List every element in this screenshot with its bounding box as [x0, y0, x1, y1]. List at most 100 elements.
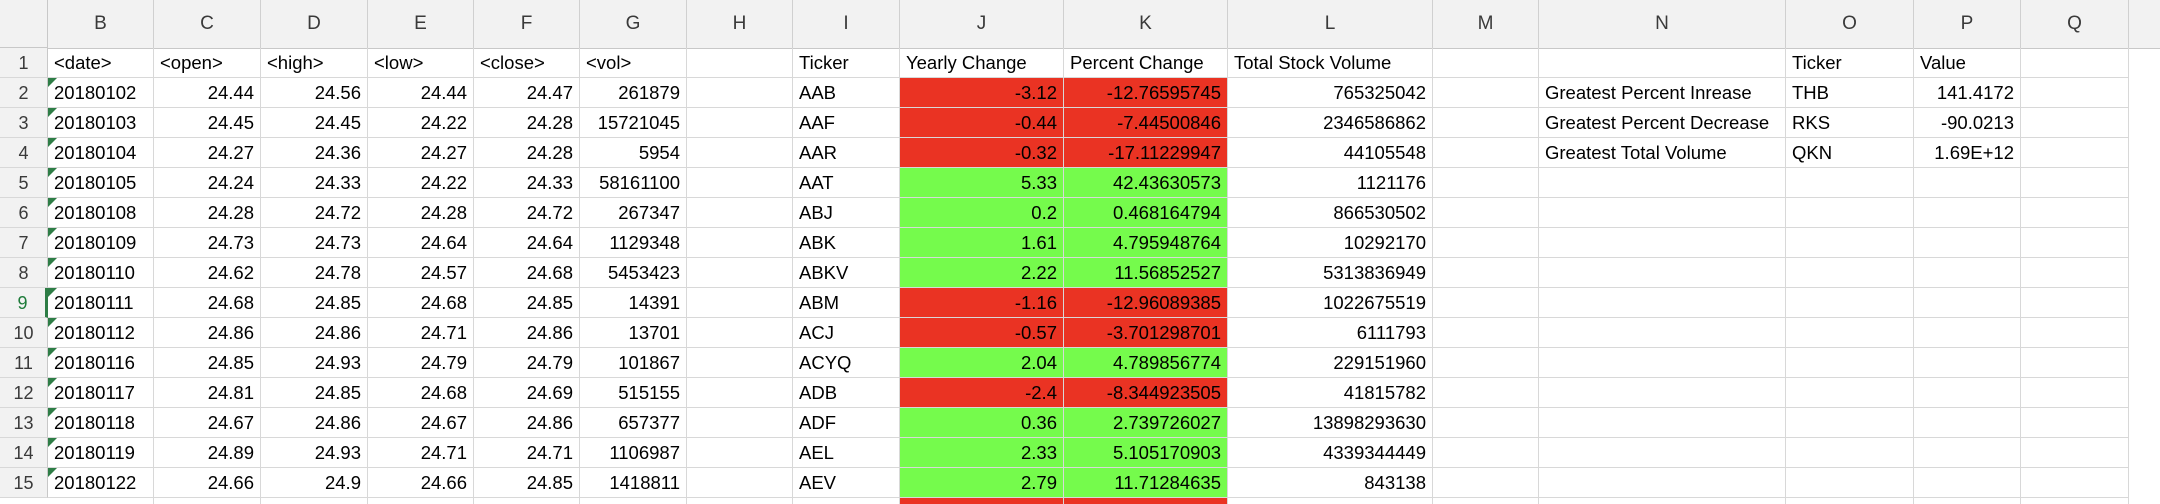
cell-g8[interactable]: 5453423 [580, 258, 687, 288]
cell-c7[interactable]: 24.73 [154, 228, 261, 258]
column-title-close[interactable]: <close> [474, 48, 580, 78]
cell-j13[interactable]: 0.36 [900, 408, 1064, 438]
cell-i7[interactable]: ABK [793, 228, 900, 258]
cell-e4[interactable]: 24.27 [368, 138, 474, 168]
cell-e16[interactable] [368, 498, 474, 504]
cell-h5[interactable] [687, 168, 793, 198]
cell-e8[interactable]: 24.57 [368, 258, 474, 288]
cell-l14[interactable]: 4339344449 [1228, 438, 1433, 468]
cell-g13[interactable]: 657377 [580, 408, 687, 438]
cell-n2[interactable]: Greatest Percent Inrease [1539, 78, 1786, 108]
cell-q10[interactable] [2021, 318, 2129, 348]
cell-d4[interactable]: 24.36 [261, 138, 368, 168]
column-title-value[interactable]: Value [1914, 48, 2021, 78]
cell-k13[interactable]: 2.739726027 [1064, 408, 1228, 438]
cell-e11[interactable]: 24.79 [368, 348, 474, 378]
cell-m7[interactable] [1433, 228, 1539, 258]
cell-p11[interactable] [1914, 348, 2021, 378]
cell-c2[interactable]: 24.44 [154, 78, 261, 108]
cell-f3[interactable]: 24.28 [474, 108, 580, 138]
cell-m5[interactable] [1433, 168, 1539, 198]
cell-m10[interactable] [1433, 318, 1539, 348]
cell-o13[interactable] [1786, 408, 1914, 438]
cell-l7[interactable]: 10292170 [1228, 228, 1433, 258]
cell-c14[interactable]: 24.89 [154, 438, 261, 468]
cell-l5[interactable]: 1121176 [1228, 168, 1433, 198]
cell-n6[interactable] [1539, 198, 1786, 228]
column-header-c[interactable]: C [154, 0, 261, 48]
cell-q11[interactable] [2021, 348, 2129, 378]
cell-h2[interactable] [687, 78, 793, 108]
column-title-low[interactable]: <low> [368, 48, 474, 78]
cell-j7[interactable]: 1.61 [900, 228, 1064, 258]
cell-f5[interactable]: 24.33 [474, 168, 580, 198]
cell-h6[interactable] [687, 198, 793, 228]
cell-f6[interactable]: 24.72 [474, 198, 580, 228]
cell-p7[interactable] [1914, 228, 2021, 258]
cell-l2[interactable]: 765325042 [1228, 78, 1433, 108]
column-header-g[interactable]: G [580, 0, 687, 48]
cell-b3[interactable]: 20180103 [48, 108, 154, 138]
cell-e2[interactable]: 24.44 [368, 78, 474, 108]
cell-j10[interactable]: -0.57 [900, 318, 1064, 348]
cell-f15[interactable]: 24.85 [474, 468, 580, 498]
cell-p10[interactable] [1914, 318, 2021, 348]
row-header-3[interactable]: 3 [0, 108, 48, 138]
cell-h15[interactable] [687, 468, 793, 498]
cell-m4[interactable] [1433, 138, 1539, 168]
cell-b13[interactable]: 20180118 [48, 408, 154, 438]
cell-j8[interactable]: 2.22 [900, 258, 1064, 288]
cell-e5[interactable]: 24.22 [368, 168, 474, 198]
cell-q1[interactable] [2021, 48, 2129, 78]
cell-k7[interactable]: 4.795948764 [1064, 228, 1228, 258]
column-header-k[interactable]: K [1064, 0, 1228, 48]
cell-g10[interactable]: 13701 [580, 318, 687, 348]
cell-i12[interactable]: ADB [793, 378, 900, 408]
row-header-4[interactable]: 4 [0, 138, 48, 168]
cell-i8[interactable]: ABKV [793, 258, 900, 288]
cell-l11[interactable]: 229151960 [1228, 348, 1433, 378]
cell-h12[interactable] [687, 378, 793, 408]
cell-p12[interactable] [1914, 378, 2021, 408]
cell-q15[interactable] [2021, 468, 2129, 498]
cell-d12[interactable]: 24.85 [261, 378, 368, 408]
cell-g16[interactable] [580, 498, 687, 504]
cell-g14[interactable]: 1106987 [580, 438, 687, 468]
cell-n7[interactable] [1539, 228, 1786, 258]
column-header-i[interactable]: I [793, 0, 900, 48]
cell-j5[interactable]: 5.33 [900, 168, 1064, 198]
cell-g5[interactable]: 58161100 [580, 168, 687, 198]
column-header-n[interactable]: N [1539, 0, 1786, 48]
cell-g3[interactable]: 15721045 [580, 108, 687, 138]
cell-g7[interactable]: 1129348 [580, 228, 687, 258]
cell-i5[interactable]: AAT [793, 168, 900, 198]
cell-h9[interactable] [687, 288, 793, 318]
cell-o16[interactable] [1786, 498, 1914, 504]
cell-m15[interactable] [1433, 468, 1539, 498]
cell-l15[interactable]: 843138 [1228, 468, 1433, 498]
cell-g9[interactable]: 14391 [580, 288, 687, 318]
cell-o7[interactable] [1786, 228, 1914, 258]
cell-e13[interactable]: 24.67 [368, 408, 474, 438]
cell-i4[interactable]: AAR [793, 138, 900, 168]
cell-b15[interactable]: 20180122 [48, 468, 154, 498]
cell-d9[interactable]: 24.85 [261, 288, 368, 318]
cell-l12[interactable]: 41815782 [1228, 378, 1433, 408]
column-title-high[interactable]: <high> [261, 48, 368, 78]
column-title-ticker[interactable]: Ticker [793, 48, 900, 78]
cell-j11[interactable]: 2.04 [900, 348, 1064, 378]
cell-l4[interactable]: 44105548 [1228, 138, 1433, 168]
cell-m3[interactable] [1433, 108, 1539, 138]
cell-n9[interactable] [1539, 288, 1786, 318]
cell-h8[interactable] [687, 258, 793, 288]
cell-o4[interactable]: QKN [1786, 138, 1914, 168]
cell-p13[interactable] [1914, 408, 2021, 438]
cell-f10[interactable]: 24.86 [474, 318, 580, 348]
column-title-ticker[interactable]: Ticker [1786, 48, 1914, 78]
cell-i14[interactable]: AEL [793, 438, 900, 468]
cell-f16[interactable] [474, 498, 580, 504]
cell-p2[interactable]: 141.4172 [1914, 78, 2021, 108]
cell-i11[interactable]: ACYQ [793, 348, 900, 378]
cell-c11[interactable]: 24.85 [154, 348, 261, 378]
cell-n1[interactable] [1539, 48, 1786, 78]
